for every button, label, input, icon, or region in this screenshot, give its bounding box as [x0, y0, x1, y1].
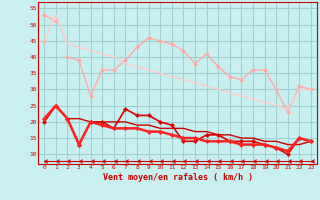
X-axis label: Vent moyen/en rafales ( km/h ): Vent moyen/en rafales ( km/h ) [103, 173, 252, 182]
